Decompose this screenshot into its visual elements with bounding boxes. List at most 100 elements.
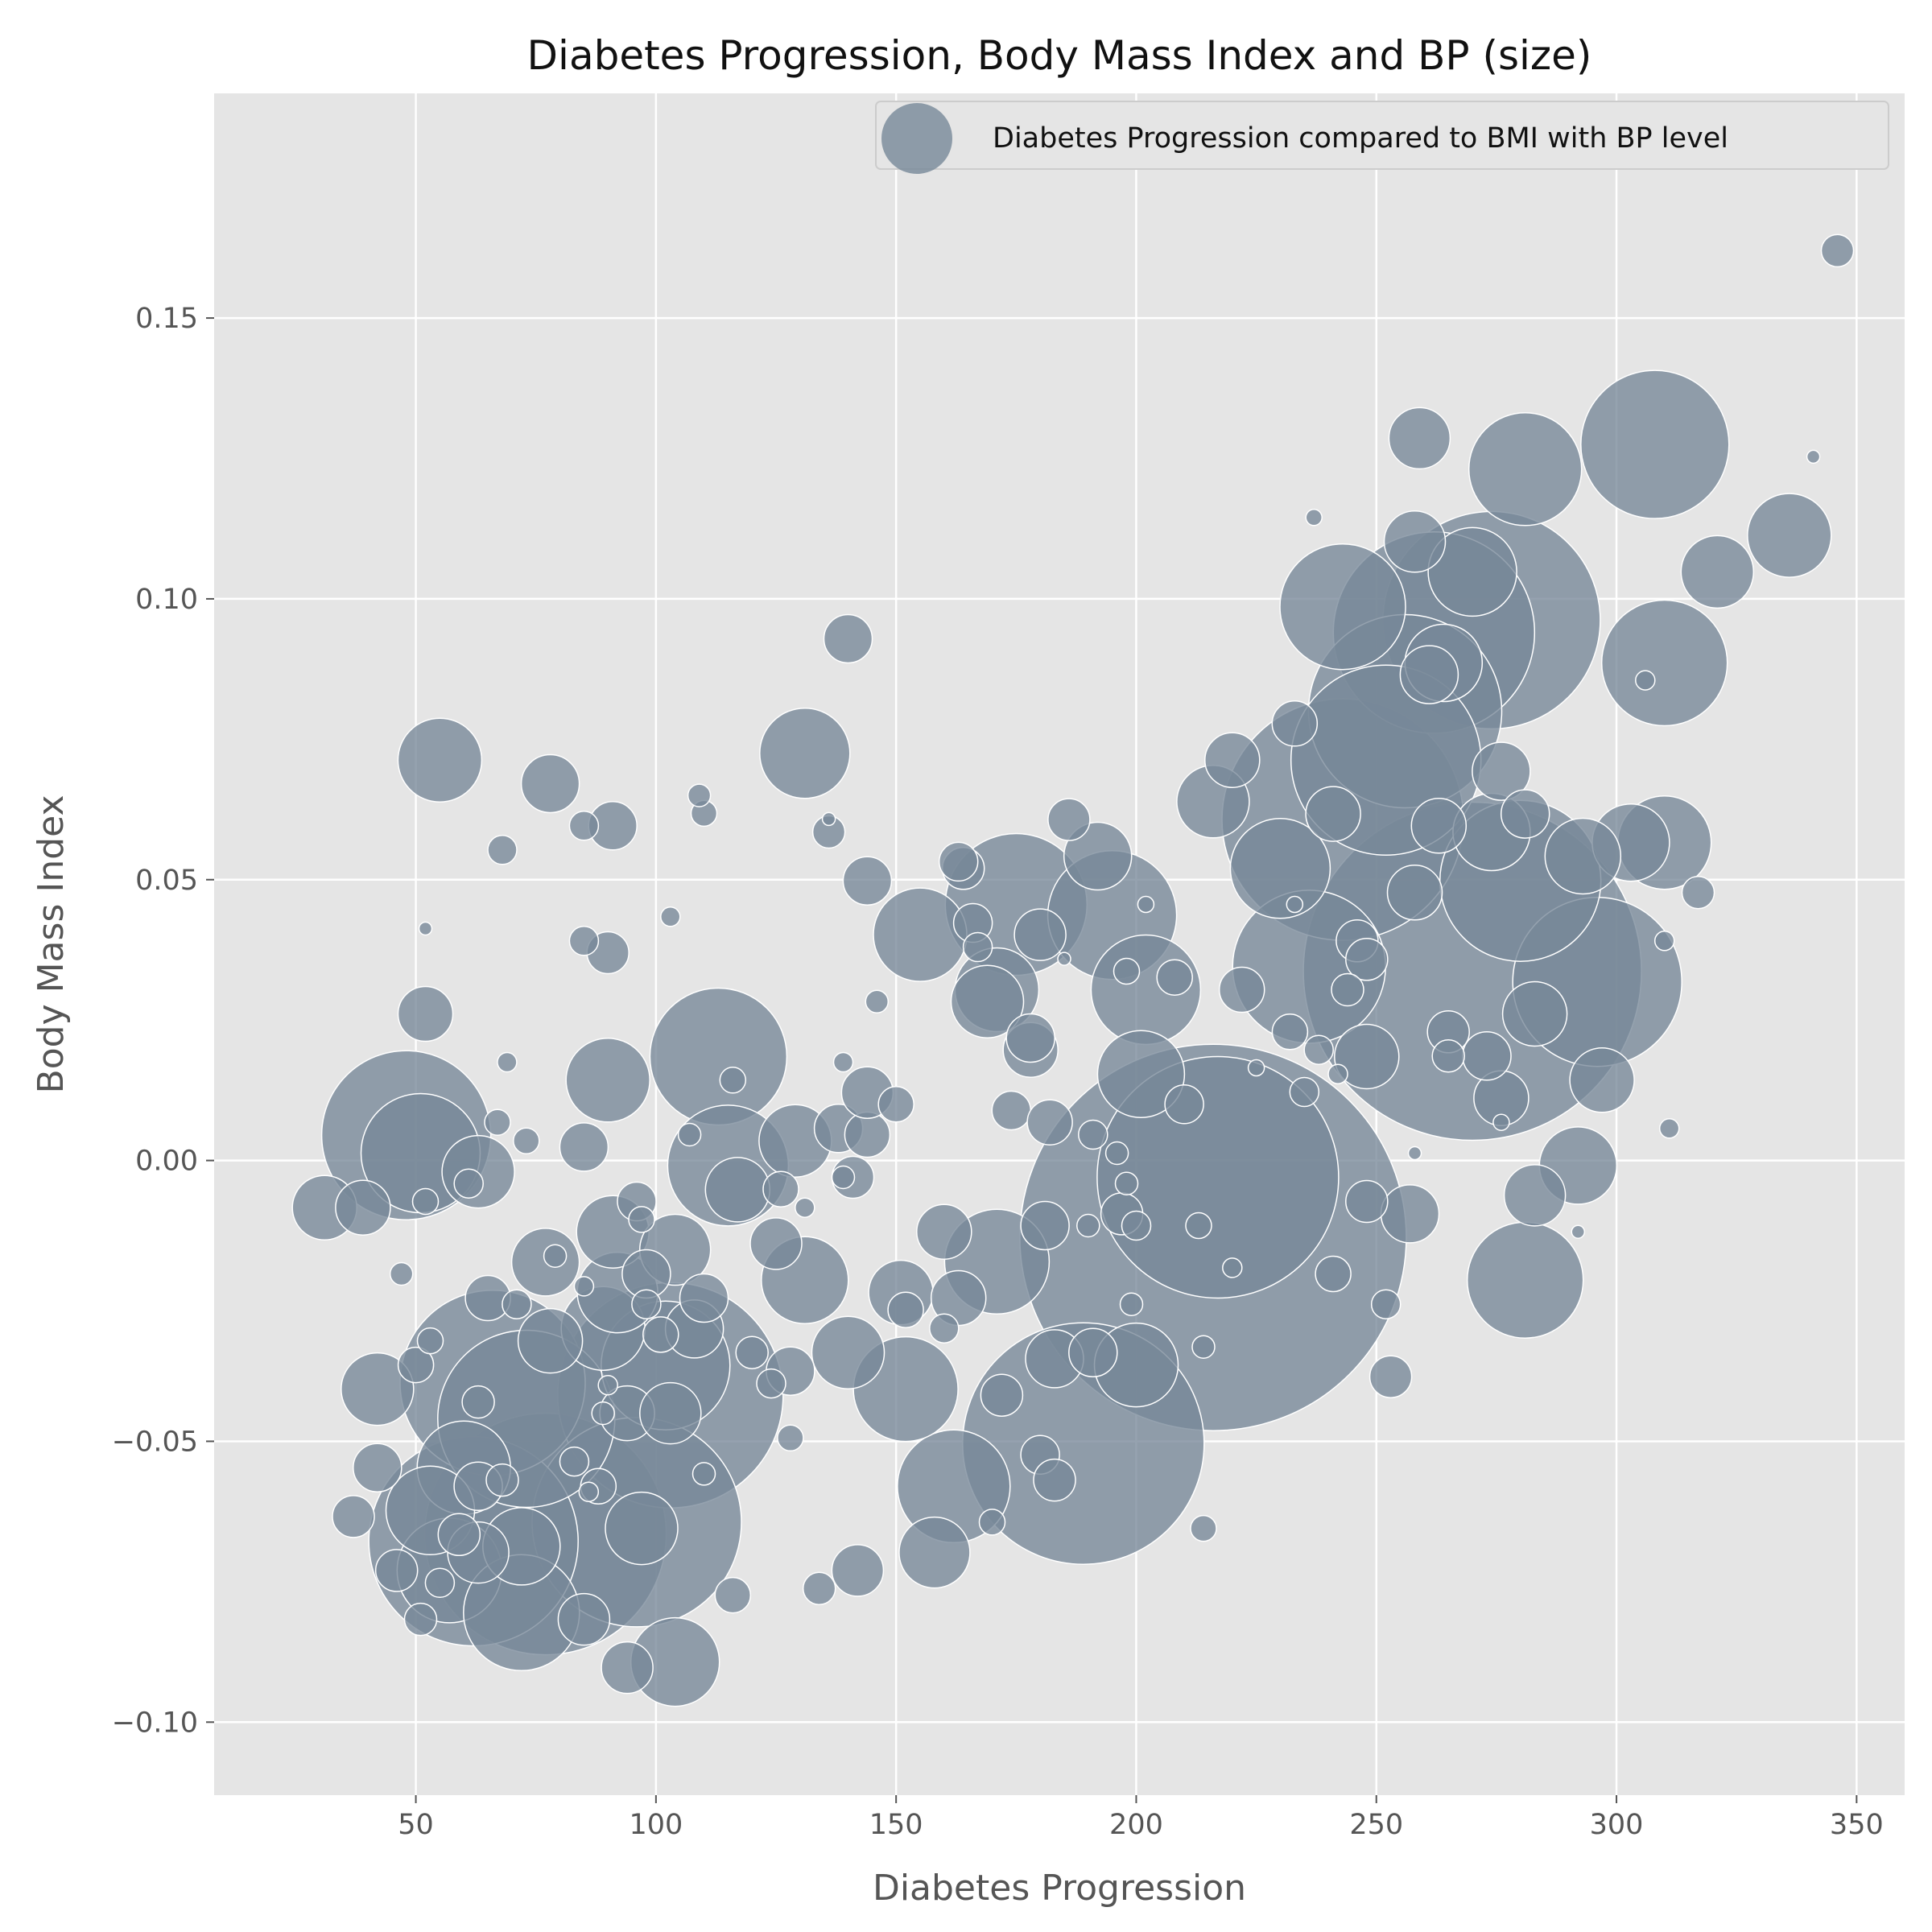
data-point	[802, 1571, 836, 1606]
data-point	[1289, 1076, 1320, 1108]
data-point	[677, 1122, 702, 1147]
data-point	[1026, 1099, 1073, 1146]
data-point	[1305, 509, 1323, 526]
y-axis-label: Body Mass Index	[31, 795, 72, 1094]
data-point	[1410, 798, 1468, 854]
data-point	[1501, 980, 1568, 1047]
scatter-points	[291, 233, 1855, 1707]
data-point	[980, 1373, 1024, 1417]
data-point	[573, 1276, 595, 1297]
data-point	[1370, 1289, 1402, 1319]
data-point	[1047, 798, 1091, 841]
data-point	[559, 1122, 609, 1172]
y-tick-label: −0.10	[112, 1707, 198, 1739]
data-point	[823, 613, 873, 664]
data-point	[453, 1168, 484, 1199]
data-point	[1063, 821, 1133, 891]
data-point	[578, 1481, 600, 1502]
data-point	[865, 989, 890, 1013]
data-point	[411, 1187, 440, 1216]
data-point	[1013, 908, 1067, 961]
data-point	[759, 708, 851, 799]
legend-entry-label: Diabetes Progression compared to BMI wit…	[993, 122, 1728, 155]
data-point	[1380, 1184, 1440, 1244]
data-point	[1462, 1031, 1512, 1081]
data-point	[938, 841, 979, 882]
data-point	[950, 964, 1025, 1038]
data-point	[1681, 876, 1715, 910]
data-point	[424, 1567, 456, 1599]
data-point	[487, 835, 518, 865]
data-point	[403, 1602, 438, 1637]
data-point	[416, 1327, 444, 1355]
data-point	[1345, 938, 1389, 981]
data-point	[735, 1335, 769, 1369]
data-point	[1156, 959, 1193, 996]
data-point	[1271, 1013, 1309, 1051]
data-point	[397, 985, 454, 1042]
data-point	[497, 1051, 518, 1073]
data-point	[484, 1108, 511, 1136]
y-tick-label: −0.05	[112, 1426, 198, 1458]
data-point	[1068, 1327, 1118, 1377]
data-point	[887, 1291, 924, 1328]
data-point	[714, 1576, 752, 1614]
data-point	[1078, 1119, 1108, 1150]
data-point	[962, 931, 993, 963]
data-point	[1386, 865, 1443, 921]
data-point	[916, 1203, 972, 1260]
data-point	[1005, 1013, 1055, 1063]
data-point	[520, 753, 580, 814]
data-point	[1571, 1224, 1586, 1239]
data-point	[821, 811, 836, 827]
data-point	[485, 1463, 519, 1497]
data-point	[1076, 1213, 1100, 1238]
data-point	[397, 717, 483, 803]
data-point	[513, 1127, 540, 1154]
data-point	[1399, 645, 1459, 704]
data-point	[1747, 493, 1832, 578]
data-point	[1327, 1063, 1348, 1084]
data-point	[687, 783, 712, 807]
data-point	[1315, 1255, 1352, 1293]
data-point	[991, 1090, 1032, 1131]
data-point	[1680, 535, 1755, 609]
data-point	[1503, 1164, 1567, 1227]
data-point	[1303, 1034, 1334, 1065]
data-point	[591, 1401, 615, 1426]
data-point	[1104, 1141, 1129, 1166]
data-point	[1114, 1171, 1139, 1195]
data-point	[873, 887, 968, 982]
data-point	[704, 1157, 771, 1223]
data-point	[332, 1495, 375, 1538]
data-point	[543, 1244, 568, 1268]
data-point	[1383, 510, 1447, 573]
data-point	[1658, 1118, 1680, 1139]
data-point	[1466, 1221, 1584, 1339]
data-point	[649, 987, 788, 1126]
data-point	[1247, 1059, 1265, 1077]
data-point	[642, 1316, 679, 1353]
data-point	[1185, 1212, 1212, 1240]
x-tick-label: 250	[1349, 1809, 1403, 1841]
chart-title: Diabetes Progression, Body Mass Index an…	[527, 32, 1592, 79]
data-point	[1820, 233, 1855, 268]
data-point	[1569, 1047, 1635, 1113]
data-point	[1113, 957, 1141, 985]
data-point	[898, 1516, 971, 1589]
data-point	[811, 1315, 886, 1389]
data-point	[978, 1509, 1006, 1536]
data-point	[1331, 972, 1364, 1007]
x-tick-label: 350	[1830, 1809, 1884, 1841]
data-point	[461, 1385, 495, 1419]
data-point	[1191, 1335, 1216, 1359]
data-point	[1500, 789, 1550, 839]
data-point	[601, 1641, 654, 1695]
data-point	[568, 811, 600, 841]
data-point	[719, 1067, 747, 1094]
data-point	[1305, 786, 1361, 842]
y-tick-label: 0.05	[135, 865, 198, 897]
data-point	[1334, 1023, 1400, 1090]
data-point	[441, 1134, 515, 1209]
data-point	[1345, 1179, 1389, 1224]
